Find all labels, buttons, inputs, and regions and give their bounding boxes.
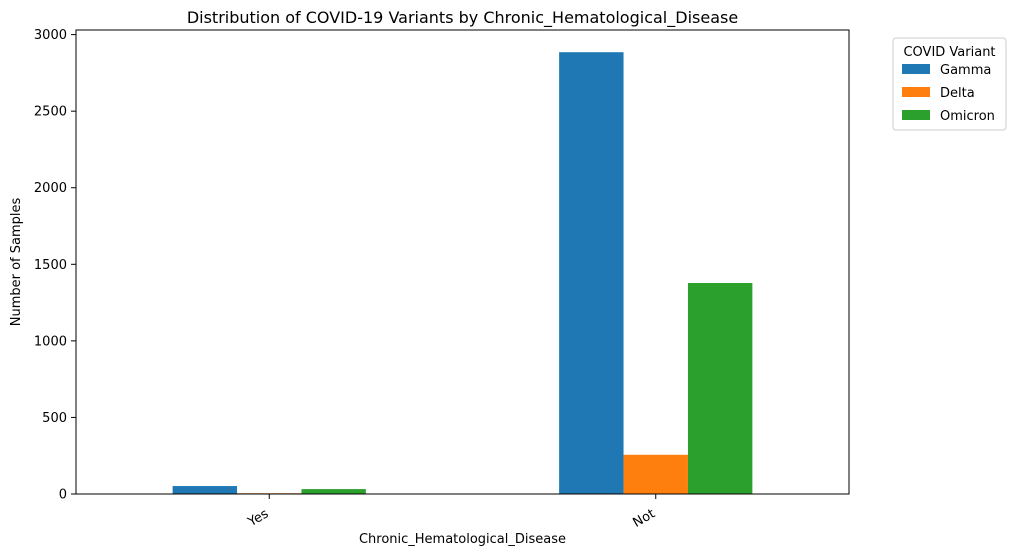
legend-swatch-delta xyxy=(902,87,930,97)
plot-frame xyxy=(75,29,850,495)
y-axis-label: Number of Samples xyxy=(9,198,24,327)
x-tick-label-yes: Yes xyxy=(245,506,272,530)
legend-swatch-omicron xyxy=(902,110,930,120)
bars-group xyxy=(172,52,753,494)
y-tick-label: 3000 xyxy=(34,28,67,43)
y-tick-label: 1500 xyxy=(34,258,67,273)
legend-label-delta: Delta xyxy=(940,86,975,101)
y-tick-label: 2500 xyxy=(34,105,67,120)
bar-gamma-not xyxy=(559,52,624,494)
chart-title: Distribution of COVID-19 Variants by Chr… xyxy=(187,8,738,28)
legend: COVID Variant Gamma Delta Omicron xyxy=(892,37,1007,131)
legend-items: Gamma Delta Omicron xyxy=(902,63,995,124)
legend-label-omicron: Omicron xyxy=(940,109,995,124)
bar-gamma-yes xyxy=(172,486,238,494)
x-axis: Yes Not xyxy=(245,494,658,531)
x-axis-label: Chronic_Hematological_Disease xyxy=(359,532,566,547)
y-tick-label: 1000 xyxy=(34,334,67,349)
y-tick-label: 0 xyxy=(59,488,67,503)
y-axis: 0 500 1000 1500 2000 2500 3000 xyxy=(34,28,76,503)
bar-omicron-yes xyxy=(301,489,366,494)
legend-title: COVID Variant xyxy=(903,45,995,60)
legend-box xyxy=(892,37,1007,131)
legend-label-gamma: Gamma xyxy=(940,63,991,78)
x-tick-label-not: Not xyxy=(631,506,658,530)
legend-swatch-gamma xyxy=(902,64,930,74)
bar-delta-not xyxy=(623,454,688,494)
bar-omicron-not xyxy=(687,282,753,494)
y-tick-label: 500 xyxy=(42,411,67,426)
y-tick-label: 2000 xyxy=(34,181,67,196)
